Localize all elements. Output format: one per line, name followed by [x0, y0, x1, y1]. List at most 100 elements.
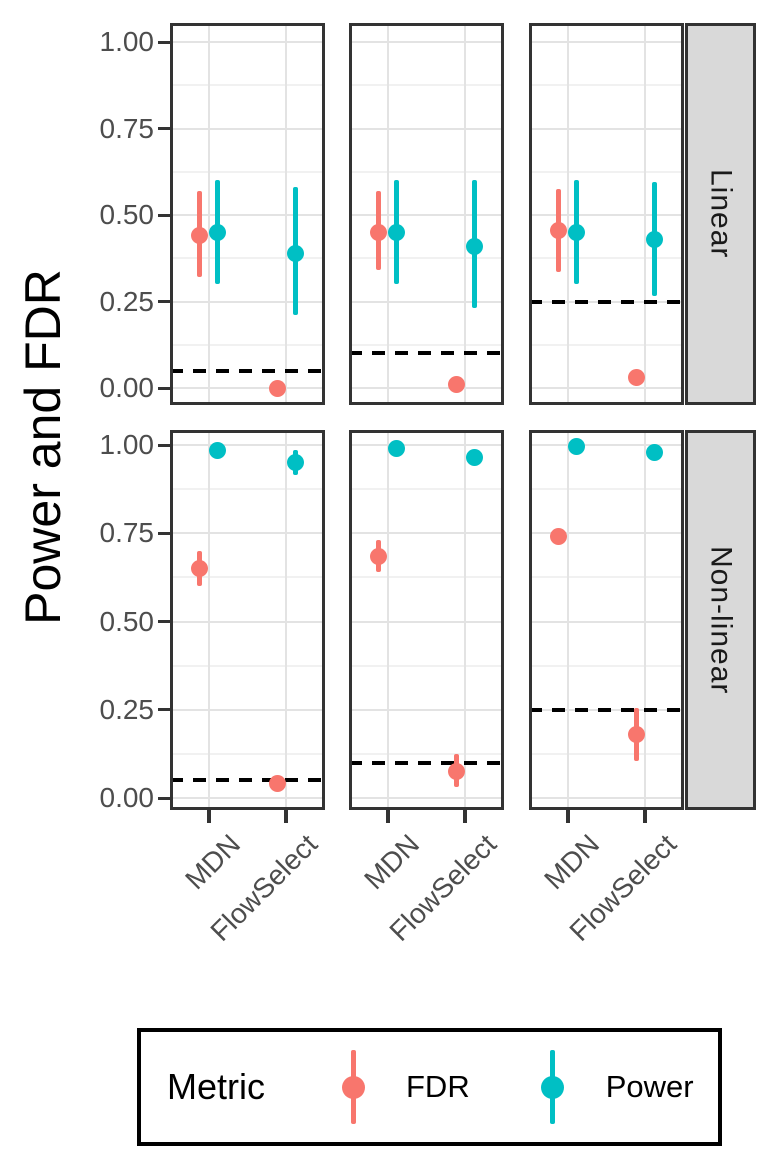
gridline-h-minor — [170, 257, 325, 260]
gridline-h-major — [349, 532, 504, 535]
gridline-h-major — [349, 127, 504, 130]
gridline-h-minor — [170, 84, 325, 87]
point-power-mdn — [209, 223, 227, 241]
legend-key-power-dot — [541, 1075, 565, 1099]
gridline-h-minor — [529, 576, 684, 579]
gridline-v-flowselect — [285, 430, 288, 810]
point-fdr-flowselect — [447, 763, 465, 781]
legend-label-fdr: FDR — [406, 1069, 470, 1104]
gridline-h-minor — [170, 576, 325, 579]
panel-nonlinear-2 — [529, 430, 684, 810]
legend-label-power: Power — [605, 1069, 694, 1104]
gridline-v-mdn — [386, 430, 389, 810]
gridline-h-major — [529, 387, 684, 389]
y-tick-label: 0.75 — [99, 517, 155, 549]
point-fdr-flowselect — [447, 376, 465, 394]
gridline-h-minor — [349, 752, 504, 755]
gridline-h-minor — [170, 170, 325, 173]
point-fdr-flowselect — [268, 774, 286, 792]
gridline-h-major — [170, 127, 325, 130]
gridline-h-minor — [170, 488, 325, 491]
gridline-h-major — [170, 708, 325, 711]
gridline-h-major — [349, 708, 504, 711]
gridline-h-major — [349, 214, 504, 216]
gridline-h-major — [170, 620, 325, 623]
panel-linear-1 — [349, 23, 504, 405]
gridline-h-major — [170, 41, 325, 43]
y-tick — [158, 708, 170, 712]
gridline-h-major — [170, 300, 325, 303]
gridline-h-minor — [349, 257, 504, 260]
gridline-h-major — [170, 387, 325, 389]
gridline-v-flowselect — [644, 430, 647, 810]
gridline-h-major — [170, 532, 325, 535]
y-tick-label: 1.00 — [99, 26, 155, 57]
legend-entry-power: Power — [540, 1050, 694, 1124]
point-fdr-flowselect — [627, 369, 645, 387]
target-fdr-line — [529, 299, 684, 304]
gridline-h-minor — [349, 488, 504, 491]
y-tick-label: 0.00 — [99, 372, 155, 403]
gridline-v-flowselect — [464, 430, 467, 810]
gridline-h-minor — [349, 170, 504, 173]
panel-nonlinear-0 — [170, 430, 325, 810]
point-fdr-mdn — [550, 528, 568, 546]
point-power-flowselect — [465, 448, 483, 466]
point-power-flowselect — [286, 244, 304, 262]
x-tick-label-flowselect: FlowSelect — [563, 828, 683, 948]
point-fdr-mdn — [191, 227, 209, 245]
point-power-flowselect — [645, 443, 663, 461]
gridline-h-minor — [529, 664, 684, 667]
gridline-h-major — [529, 797, 684, 799]
gridline-v-mdn — [566, 430, 569, 810]
y-tick — [158, 213, 170, 217]
gridline-h-minor — [529, 343, 684, 346]
point-fdr-mdn — [191, 560, 209, 578]
gridline-h-minor — [529, 488, 684, 491]
gridline-h-minor — [170, 664, 325, 667]
x-tick — [643, 810, 648, 823]
y-tick — [158, 531, 170, 535]
target-fdr-line — [349, 351, 504, 356]
gridline-h-minor — [170, 343, 325, 346]
gridline-h-major — [170, 444, 325, 446]
legend-title: Metric — [167, 1066, 265, 1107]
legend-key-power-icon — [540, 1050, 566, 1124]
gridline-h-minor — [529, 752, 684, 755]
y-tick-label: 0.25 — [99, 693, 155, 725]
gridline-v-mdn — [386, 23, 389, 405]
gridline-h-major — [529, 41, 684, 43]
point-power-mdn — [568, 223, 586, 241]
point-power-flowselect — [645, 230, 663, 248]
y-tick — [158, 386, 170, 390]
gridline-h-major — [170, 214, 325, 216]
facet-strip-linear: Linear — [685, 23, 756, 405]
gridline-h-major — [349, 797, 504, 799]
legend-key-fdr-dot — [341, 1075, 365, 1099]
y-tick-label: 1.00 — [99, 429, 155, 460]
target-fdr-line — [349, 760, 504, 765]
x-tick — [565, 810, 570, 823]
point-power-flowselect — [286, 454, 304, 472]
point-power-mdn — [209, 441, 227, 459]
y-tick-label: 0.25 — [99, 285, 155, 317]
y-tick-label: 0.50 — [99, 199, 155, 230]
legend-key-fdr-icon — [340, 1050, 366, 1124]
facet-strip-nonlinear: Non-linear — [685, 430, 756, 810]
gridline-v-mdn — [207, 23, 210, 405]
target-fdr-line — [170, 368, 325, 373]
gridline-h-major — [529, 127, 684, 130]
gridline-h-major — [349, 387, 504, 389]
y-tick — [158, 620, 170, 623]
panel-linear-0 — [170, 23, 325, 405]
gridline-h-minor — [170, 752, 325, 755]
point-fdr-flowselect — [627, 725, 645, 743]
gridline-h-minor — [349, 576, 504, 579]
point-fdr-flowselect — [268, 379, 286, 397]
panel-nonlinear-1 — [349, 430, 504, 810]
gridline-h-major — [529, 620, 684, 623]
gridline-v-flowselect — [464, 23, 467, 405]
facet-strip-label: Non-linear — [704, 545, 738, 695]
gridline-h-major — [349, 620, 504, 623]
panel-linear-2 — [529, 23, 684, 405]
